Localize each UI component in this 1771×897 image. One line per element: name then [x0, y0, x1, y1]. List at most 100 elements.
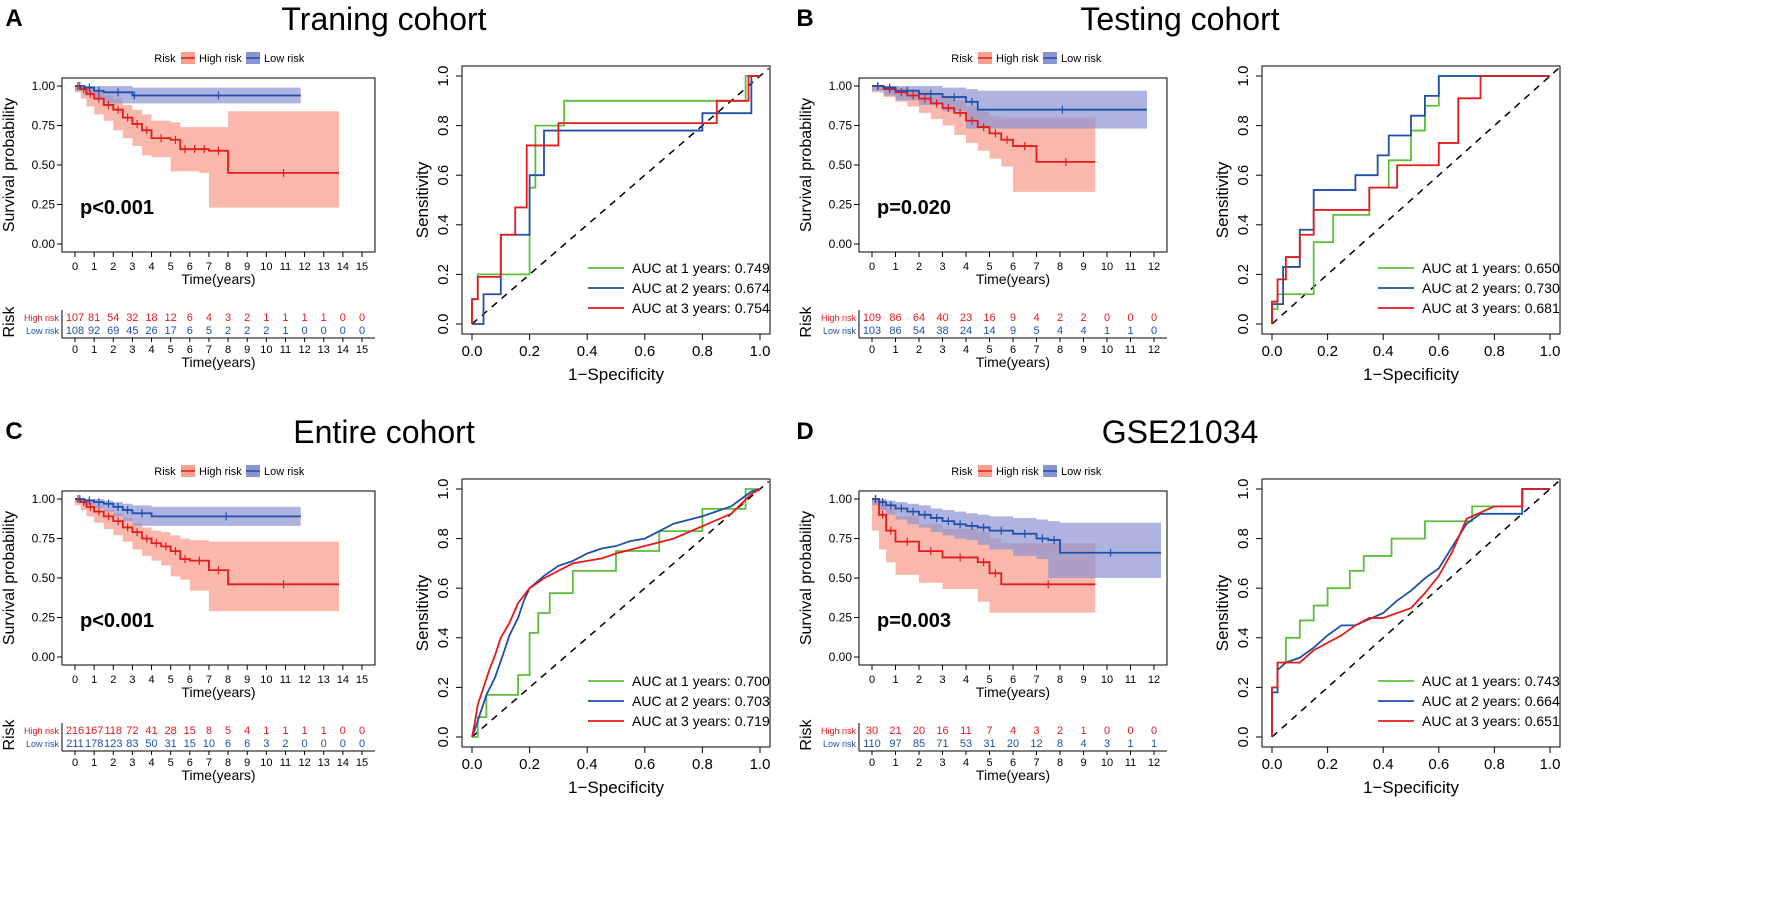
risk-table-low-count: 85: [913, 738, 925, 750]
roc-ytick-label: 1.0: [1235, 479, 1252, 500]
risk-table-high-count: 1: [302, 312, 308, 324]
risk-table-high-count: 21: [889, 725, 901, 737]
risk-table-high-count: 1: [321, 725, 327, 737]
risk-table-low-count: 3: [263, 738, 269, 750]
roc-xtick-label: 0.4: [1373, 756, 1394, 773]
km-xtick-label: 14: [337, 261, 349, 273]
risk-table-xtick-label: 13: [318, 344, 330, 356]
risk-table-high-count: 0: [1127, 725, 1133, 737]
risk-table-high-count: 107: [66, 312, 84, 324]
risk-table-high-count: 15: [184, 725, 196, 737]
risk-table-high-count: 72: [126, 725, 138, 737]
km-pvalue: p=0.003: [877, 610, 951, 632]
risk-table-xtick-label: 15: [356, 344, 368, 356]
risk-table-xtick-label: 0: [72, 757, 78, 769]
risk-table-xtick-label: 5: [986, 757, 992, 769]
risk-table-xtick-label: 6: [187, 757, 193, 769]
km-xtick-label: 6: [187, 674, 193, 686]
roc-legend-label-1: AUC at 1 years: 0.743: [1422, 673, 1560, 689]
risk-table-low-count: 97: [889, 738, 901, 750]
roc-curve-3y: [1271, 488, 1550, 737]
roc-ytick-label: 0.2: [435, 264, 452, 285]
risk-table-high-count: 12: [165, 312, 177, 324]
risk-table-low-label: Low risk: [26, 739, 60, 749]
risk-table-low-count: 92: [88, 325, 100, 337]
km-xtick-label: 2: [110, 261, 116, 273]
roc-ytick-label: 0.6: [1235, 165, 1252, 186]
risk-table-high-count: 3: [1033, 725, 1039, 737]
km-xtick-label: 6: [1010, 674, 1016, 686]
km-xtick-label: 12: [298, 261, 310, 273]
km-ytick-label: 0.75: [32, 119, 56, 133]
risk-table-xtick-label: 3: [939, 757, 945, 769]
risk-table-xtick-label: 5: [986, 344, 992, 356]
risk-table-low-count: 1: [1151, 738, 1157, 750]
risk-table-xtick-label: 1: [91, 757, 97, 769]
risk-table-high-count: 2: [244, 312, 250, 324]
risk-table-high-count: 4: [244, 725, 250, 737]
risk-table-xtick-label: 14: [337, 757, 349, 769]
risk-table-xtick-label: 7: [1033, 344, 1039, 356]
panel-title: Traning cohort: [281, 1, 486, 37]
roc-plot: 0.0 0.2 0.4 0.6 0.8 1.0 0.0 0.2 0.4 0.6 0.8 1.0 1−Sp…: [1213, 478, 1561, 797]
km-ytick-label: 1.00: [32, 79, 56, 93]
risk-table-high-label: High risk: [24, 726, 60, 736]
km-legend-high-label: High risk: [996, 53, 1039, 65]
roc-plot: 0.0 0.2 0.4 0.6 0.8 1.0 0.0 0.2 0.4 0.6 0.8 1.0 1−Sp…: [413, 478, 771, 797]
risk-table-high-label: High risk: [821, 313, 857, 323]
risk-table-high-count: 167: [85, 725, 103, 737]
risk-table-low-count: 4: [1080, 325, 1086, 337]
risk-table-low-count: 53: [960, 738, 972, 750]
km-ytick-label: 0.50: [829, 571, 853, 585]
risk-table-high-count: 9: [1010, 312, 1016, 324]
risk-table-low-count: 0: [321, 325, 327, 337]
risk-table-high-count: 1: [263, 725, 269, 737]
roc-legend-label-3: AUC at 3 years: 0.754: [632, 300, 770, 316]
km-legend-low-label: Low risk: [264, 466, 305, 478]
km-xlabel: Time(years): [976, 271, 1050, 287]
km-xtick-label: 2: [916, 261, 922, 273]
roc-frame: [1261, 65, 1561, 335]
risk-table-xtick-label: 6: [1010, 344, 1016, 356]
km-ytick-label: 0.00: [32, 650, 56, 664]
roc-diagonal: [471, 480, 770, 738]
risk-table-xtick-label: 2: [916, 344, 922, 356]
risk-table-low-count: 20: [1007, 738, 1019, 750]
risk-table-high-count: 30: [866, 725, 878, 737]
roc-legend-label-1: AUC at 1 years: 0.650: [1422, 260, 1560, 276]
roc-ytick-label: 0.4: [1235, 627, 1252, 648]
risk-table-high-count: 4: [206, 312, 212, 324]
km-xtick-label: 7: [206, 261, 212, 273]
risk-table-low-count: 4: [1057, 325, 1063, 337]
risk-table-high-count: 0: [359, 312, 365, 324]
km-xtick-label: 11: [1125, 261, 1136, 273]
km-xtick-label: 8: [225, 674, 231, 686]
km-plot: Risk High risk Low risk 0.00 0.25 0.50 0.75 1.0…: [1, 465, 376, 700]
risk-table-xtick-label: 11: [1125, 344, 1136, 356]
km-xtick-label: 1: [892, 674, 898, 686]
risk-table-high-count: 8: [206, 725, 212, 737]
risk-table-xtick-label: 8: [225, 757, 231, 769]
risk-table-xtick-label: 12: [298, 344, 310, 356]
risk-table-low-count: 1: [1127, 325, 1133, 337]
risk-table-xtick-label: 4: [963, 344, 969, 356]
risk-table-low-count: 4: [1080, 738, 1086, 750]
km-xtick-label: 1: [892, 261, 898, 273]
km-ylabel: Survival probability: [1, 511, 18, 645]
risk-table-high-count: 20: [913, 725, 925, 737]
risk-table-low-count: 3: [1104, 738, 1110, 750]
km-xtick-label: 5: [168, 261, 174, 273]
roc-xtick-label: 0.0: [462, 756, 483, 773]
km-pvalue: p<0.001: [80, 610, 154, 632]
km-ytick-label: 0.25: [32, 611, 56, 625]
km-legend-high-label: High risk: [996, 466, 1039, 478]
risk-table-xtick-label: 0: [72, 344, 78, 356]
risk-table-xtick-label: 0: [869, 757, 875, 769]
km-xtick-label: 11: [280, 261, 291, 273]
km-xtick-label: 11: [280, 674, 291, 686]
km-xtick-label: 5: [986, 261, 992, 273]
risk-table-low-count: 54: [913, 325, 925, 337]
risk-table-low-count: 17: [165, 325, 177, 337]
panel-title: Testing cohort: [1080, 1, 1279, 37]
